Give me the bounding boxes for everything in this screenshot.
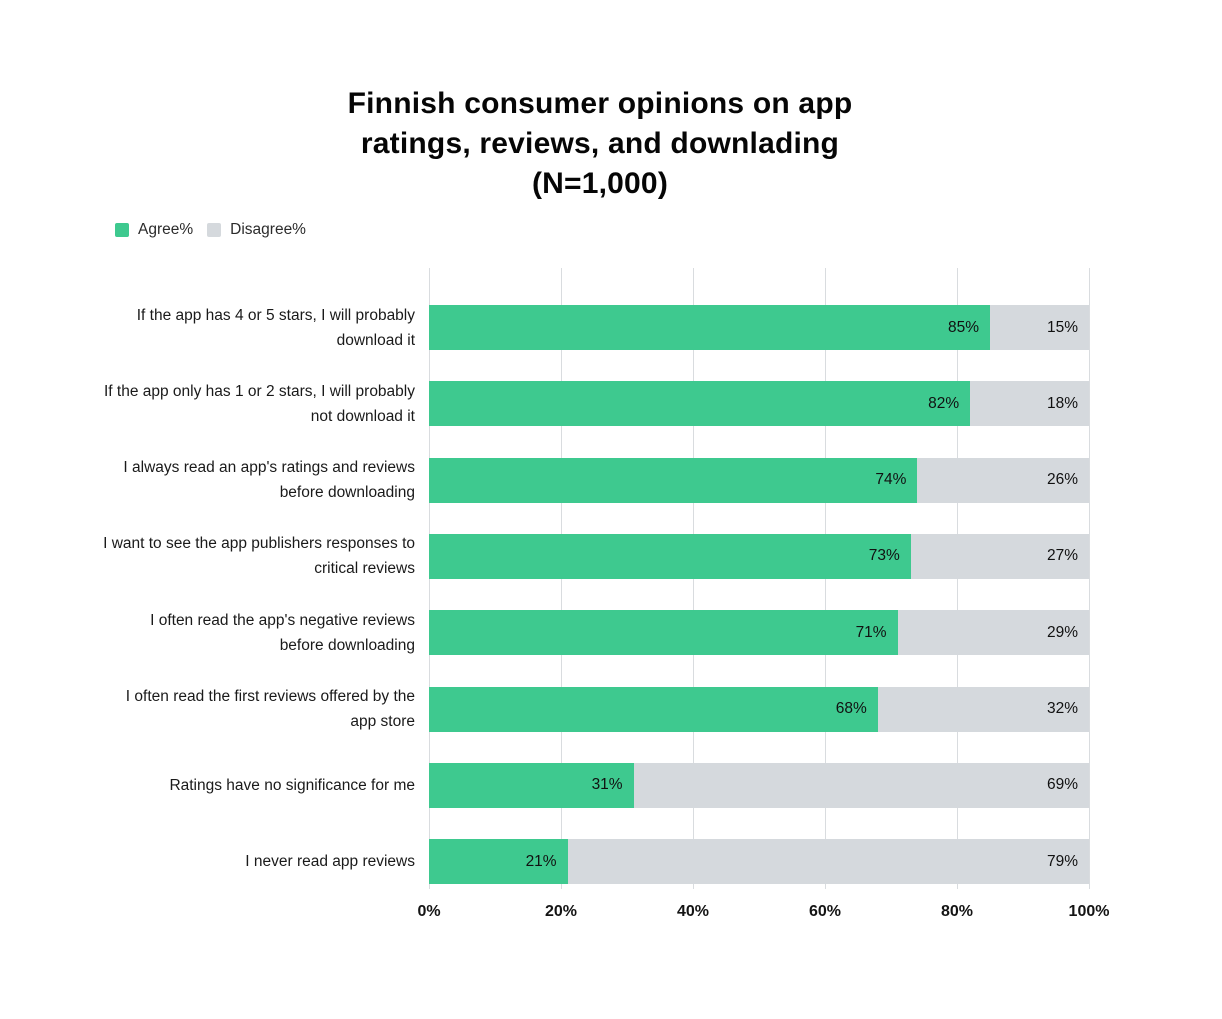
disagree-bar-segment: 18%: [970, 381, 1089, 427]
agree-value-label: 85%: [947, 318, 979, 336]
disagree-value-label: 26%: [1046, 471, 1078, 489]
bar-row: If the app only has 1 or 2 stars, I will…: [0, 381, 1222, 427]
chart-title-line-1: Finnish consumer opinions on app: [347, 87, 853, 120]
disagree-bar-segment: 79%: [567, 839, 1089, 885]
agree-bar-segment: 82%: [429, 381, 971, 427]
x-tick-label: 40%: [676, 903, 710, 920]
x-tick-label: 0%: [417, 903, 441, 920]
disagree-swatch-icon: [207, 223, 222, 237]
agree-bar-segment: 85%: [429, 305, 990, 350]
disagree-value-label: 15%: [1046, 318, 1078, 336]
category-label: If the app has 4 or 5 stars, I will prob…: [136, 306, 415, 349]
bar-track: 82% 18%: [429, 381, 1089, 427]
disagree-bar-segment: 27%: [910, 533, 1089, 579]
bar-track: 68% 32%: [429, 686, 1089, 732]
legend: Agree% Disagree%: [115, 221, 306, 239]
bar-track: 85% 15%: [429, 305, 1089, 350]
bar-row: I often read the app's negative reviews …: [0, 610, 1222, 656]
legend-item-disagree: Disagree%: [207, 221, 306, 239]
disagree-bar-segment: 15%: [990, 305, 1089, 350]
agree-bar-segment: 74%: [429, 457, 918, 503]
category-label: I always read an app's ratings and revie…: [123, 459, 415, 502]
chart-title-line-3: (N=1,000): [531, 167, 669, 200]
bar-track: 71% 29%: [429, 610, 1089, 656]
x-tick-label: 20%: [544, 903, 578, 920]
disagree-value-label: 27%: [1046, 547, 1078, 565]
bar-row: If the app has 4 or 5 stars, I will prob…: [0, 305, 1222, 350]
bar-track: 21% 79%: [429, 839, 1089, 885]
disagree-value-label: 69%: [1046, 776, 1078, 794]
agree-bar-segment: 71%: [429, 610, 898, 656]
gridline: [1089, 268, 1090, 889]
bar-row: I never read app reviews 21% 79%: [0, 839, 1222, 885]
chart-title: Finnish consumer opinions on app ratings…: [0, 84, 1200, 204]
agree-bar-segment: 73%: [429, 533, 911, 579]
x-axis: 0% 20% 40% 60% 80% 100%: [417, 903, 1109, 927]
x-tick-label: 100%: [1068, 903, 1110, 920]
disagree-bar-segment: 29%: [897, 610, 1089, 656]
bar-track: 31% 69%: [429, 762, 1089, 808]
agree-value-label: 31%: [591, 776, 623, 794]
agree-value-label: 21%: [525, 852, 557, 870]
x-tick-label: 60%: [808, 903, 842, 920]
bar-row: I always read an app's ratings and revie…: [0, 457, 1222, 503]
agree-swatch-icon: [115, 223, 129, 237]
category-label: Ratings have no significance for me: [169, 776, 415, 794]
agree-bar-segment: 68%: [429, 686, 878, 732]
bar-row: I often read the first reviews offered b…: [0, 686, 1222, 732]
agree-value-label: 68%: [835, 700, 867, 717]
bar-row: Ratings have no significance for me 31% 69…: [0, 762, 1222, 808]
disagree-bar-segment: 69%: [633, 762, 1089, 808]
legend-label-agree: Agree%: [138, 221, 194, 238]
disagree-value-label: 79%: [1046, 852, 1078, 870]
agree-value-label: 74%: [875, 471, 907, 489]
category-label: If the app only has 1 or 2 stars, I will…: [103, 382, 415, 425]
category-label: I often read the app's negative reviews …: [150, 611, 415, 654]
bar-track: 73% 27%: [429, 533, 1089, 579]
disagree-value-label: 32%: [1046, 700, 1078, 717]
category-label: I often read the first reviews offered b…: [125, 688, 415, 730]
category-label: I never read app reviews: [245, 853, 415, 871]
agree-bar-segment: 21%: [429, 839, 568, 885]
disagree-value-label: 29%: [1046, 623, 1078, 641]
disagree-bar-segment: 26%: [917, 457, 1089, 503]
category-label: I want to see the app publishers respons…: [103, 535, 415, 578]
agree-value-label: 73%: [868, 547, 900, 565]
bar-track: 74% 26%: [429, 457, 1089, 503]
disagree-bar-segment: 32%: [877, 686, 1089, 732]
x-tick-label: 80%: [940, 903, 974, 920]
agree-value-label: 71%: [855, 623, 887, 641]
legend-item-agree: Agree%: [115, 221, 193, 239]
legend-label-disagree: Disagree%: [230, 221, 306, 238]
chart-title-line-2: ratings, reviews, and downlading: [360, 127, 840, 160]
disagree-value-label: 18%: [1046, 394, 1078, 412]
bar-row: I want to see the app publishers respons…: [0, 533, 1222, 579]
agree-bar-segment: 31%: [429, 762, 634, 808]
agree-value-label: 82%: [928, 394, 960, 412]
